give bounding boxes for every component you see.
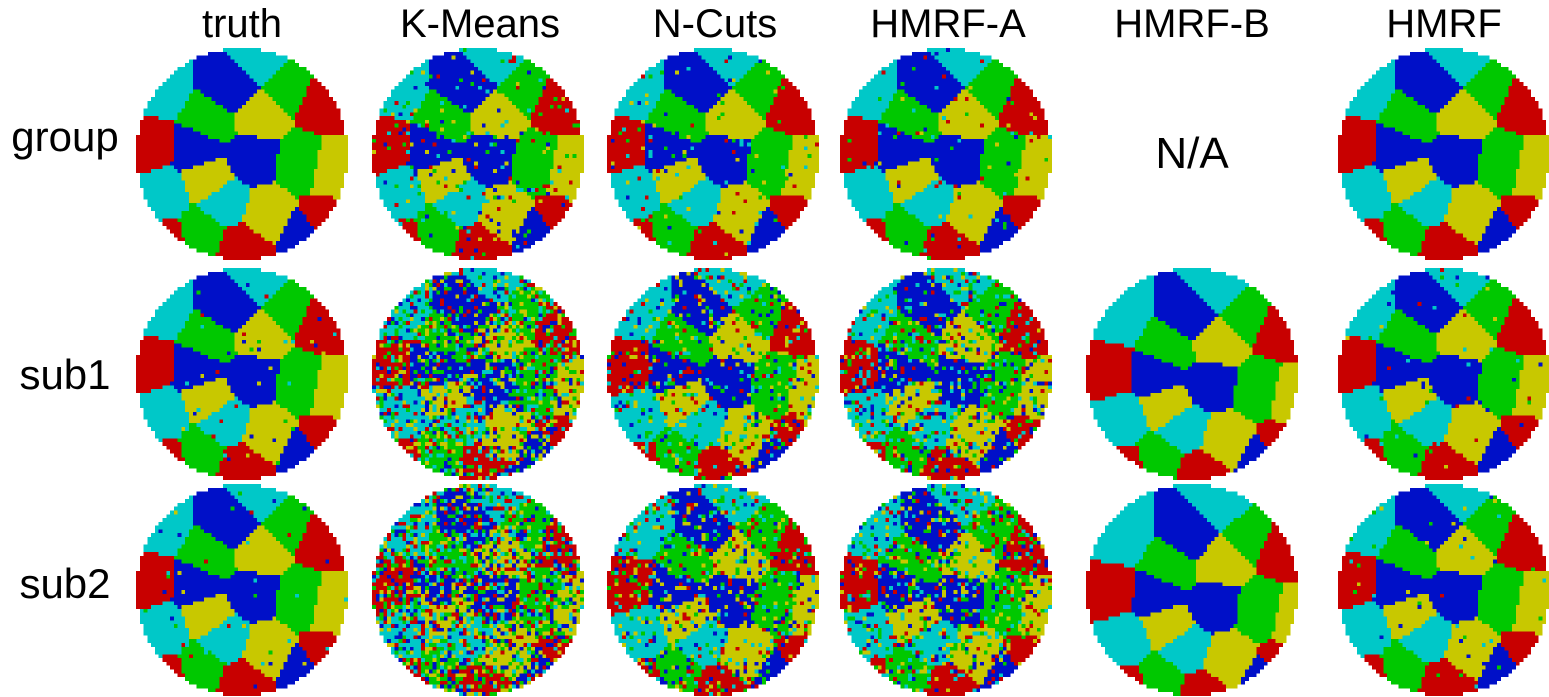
column-label-truth: truth [201,2,283,46]
segmentation-map-sub1-ncuts [607,268,819,480]
segmentation-map-group-ncuts [607,48,819,260]
row-label-sub2: sub2 [19,560,111,607]
column-label-hmrf: HMRF [1386,2,1502,46]
segmentation-canvas [1338,48,1549,260]
segmentation-map-group-hmrf [1338,48,1549,260]
segmentation-map-sub1-truth [136,268,348,480]
segmentation-canvas [840,484,1052,696]
segmentation-canvas [1338,484,1549,696]
segmentation-map-group-kmeans [372,48,584,260]
segmentation-canvas [607,48,819,260]
segmentation-map-sub2-ncuts [607,484,819,696]
segmentation-map-sub2-truth [136,484,348,696]
column-label-hmrf-b: HMRF-B [1114,2,1270,46]
segmentation-map-sub2-hmrf-a [840,484,1052,696]
segmentation-canvas [840,48,1052,260]
segmentation-canvas [136,268,348,480]
segmentation-canvas [840,268,1052,480]
segmentation-map-group-hmrf-a [840,48,1052,260]
segmentation-canvas [1338,268,1549,480]
segmentation-map-sub2-hmrf-b [1086,484,1298,696]
segmentation-canvas [1086,268,1298,480]
segmentation-map-sub1-hmrf-b [1086,268,1298,480]
row-label-sub1: sub1 [19,351,111,398]
segmentation-map-group-truth [136,48,348,260]
segmentation-map-sub2-kmeans [372,484,584,696]
column-label-hmrf-a: HMRF-A [870,2,1026,46]
segmentation-map-sub2-hmrf [1338,484,1549,696]
missing-cell-label: N/A [1155,129,1229,178]
segmentation-map-sub1-kmeans [372,268,584,480]
segmentation-canvas [136,48,348,260]
segmentation-canvas [372,48,584,260]
column-label-ncuts: N-Cuts [652,2,778,46]
segmentation-canvas [372,484,584,696]
segmentation-canvas [372,268,584,480]
segmentation-map-sub1-hmrf-a [840,268,1052,480]
segmentation-canvas [136,484,348,696]
column-label-kmeans: K-Means [399,2,561,46]
row-label-group: group [11,113,119,160]
segmentation-canvas [607,484,819,696]
segmentation-canvas [1086,484,1298,696]
segmentation-canvas [607,268,819,480]
segmentation-map-sub1-hmrf [1338,268,1549,480]
